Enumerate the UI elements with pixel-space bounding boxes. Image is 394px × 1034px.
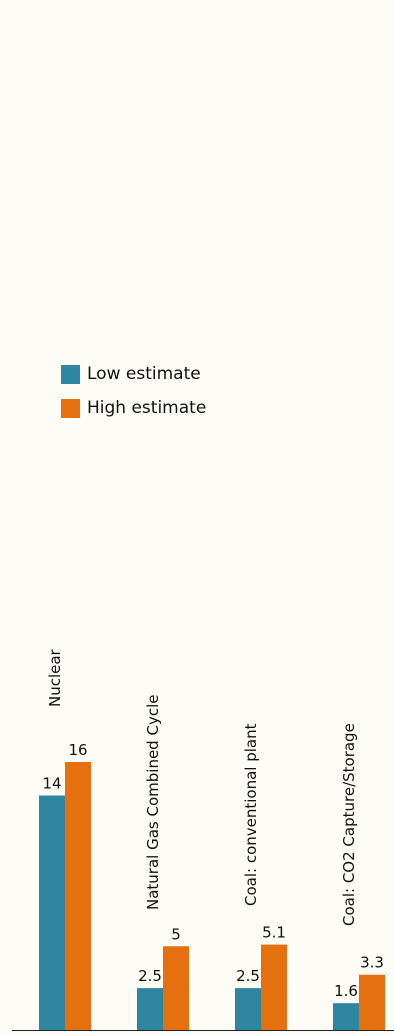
category-label-3: Coal: CO2 Capture/Storage (340, 723, 358, 926)
value-label-high-2: 5.1 (262, 924, 286, 942)
bar-low-3 (333, 1003, 359, 1030)
value-label-low-0: 14 (42, 775, 61, 793)
legend-swatch-low (61, 364, 80, 384)
bar-high-3 (359, 974, 385, 1030)
value-label-high-3: 3.3 (360, 954, 384, 972)
bar-high-2 (261, 944, 287, 1030)
bar-low-2 (235, 988, 261, 1030)
bar-low-0 (39, 795, 65, 1030)
bar-high-1 (163, 946, 189, 1030)
legend-label-high: High estimate (87, 398, 207, 418)
value-label-high-1: 5 (171, 925, 181, 943)
value-label-low-1: 2.5 (138, 967, 162, 985)
legend-label-low: Low estimate (87, 364, 201, 384)
legend: Low estimate High estimate (61, 363, 206, 431)
bar-high-0 (65, 762, 91, 1030)
value-label-low-3: 1.6 (334, 982, 358, 1000)
category-label-1: Natural Gas Combined Cycle (144, 695, 162, 910)
legend-swatch-high (61, 398, 80, 418)
value-label-low-2: 2.5 (236, 967, 260, 985)
category-label-0: Nuclear (46, 648, 64, 707)
legend-item-low: Low estimate (61, 363, 206, 385)
bar-low-1 (137, 988, 163, 1030)
value-label-high-0: 16 (68, 741, 87, 759)
category-label-2: Coal: conventional plant (242, 723, 260, 906)
legend-item-high: High estimate (61, 397, 206, 419)
